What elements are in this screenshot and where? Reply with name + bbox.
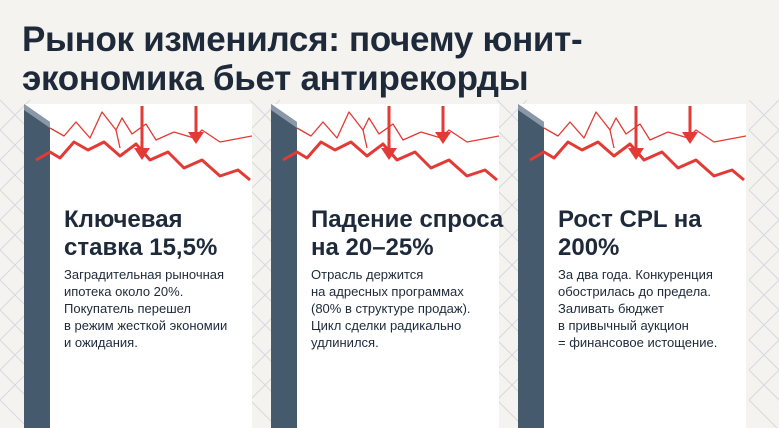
falling-chart-icon — [282, 106, 499, 182]
falling-chart-icon — [529, 106, 746, 182]
card-heading: Ключевая ставка 15,5% — [64, 206, 218, 261]
card-side-bar — [24, 104, 50, 428]
card-side-bar — [518, 104, 544, 428]
card-description: Заградительная рыночная ипотека около 20… — [64, 267, 228, 350]
page-title: Рынок изменился: почему юнит-экономика б… — [22, 20, 583, 98]
card-cpl-growth: Рост CPL на 200% За два года. Конкуренци… — [518, 104, 746, 428]
card-description: Отрасль держится на адресных программах … — [311, 267, 471, 350]
card-demand-drop: Падение спроса на 20–25% Отрасль держитс… — [271, 104, 503, 428]
card-side-bar — [271, 104, 297, 428]
card-heading: Падение спроса на 20–25% — [311, 206, 504, 261]
card-key-rate: Ключевая ставка 15,5% Заградительная рын… — [24, 104, 252, 428]
card-description: За два года. Конкуренция обострилась до … — [558, 267, 718, 350]
falling-chart-icon — [35, 106, 252, 182]
card-heading: Рост CPL на 200% — [558, 206, 702, 261]
